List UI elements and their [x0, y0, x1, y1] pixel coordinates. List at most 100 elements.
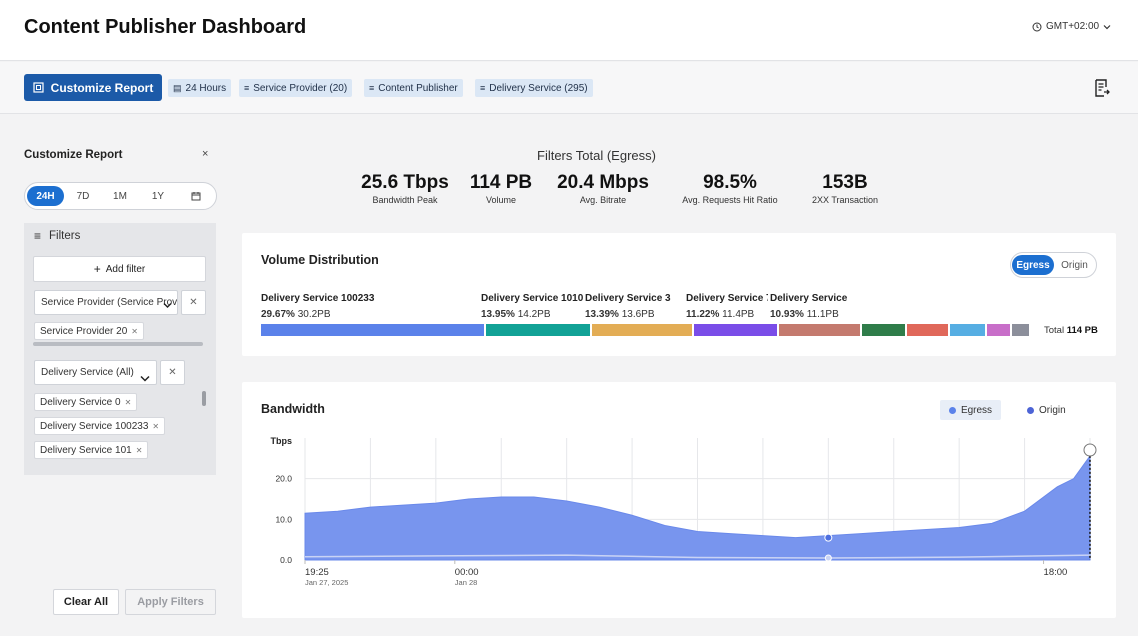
apply-filters-button[interactable]: Apply Filters	[125, 589, 216, 615]
segment-name: Delivery Service 7	[686, 293, 768, 304]
clear-all-button[interactable]: Clear All	[53, 589, 119, 615]
kpi-value: 25.6 Tbps	[361, 172, 449, 193]
page-title: Content Publisher Dashboard	[24, 16, 307, 38]
segment-value: 29.67% 30.2PB	[261, 309, 331, 320]
toggle-origin[interactable]: Origin	[1061, 259, 1088, 271]
close-icon[interactable]: ×	[202, 148, 209, 160]
service-provider-select[interactable]: Service Provider (Service Provid	[34, 290, 178, 315]
add-filter-button[interactable]: + Add filter	[33, 256, 206, 282]
kpi-2xx-transaction: 153B 2XX Transaction	[802, 172, 888, 205]
segment-pct: 11.22%	[686, 309, 720, 320]
close-icon[interactable]: ✕	[131, 326, 138, 336]
volume-total: Total 114 PB	[1044, 325, 1098, 336]
origin-marker	[824, 554, 832, 562]
tag-label: Delivery Service 0	[40, 396, 121, 408]
add-filter-label: Add filter	[105, 263, 146, 275]
range-1y[interactable]: 1Y	[151, 190, 165, 202]
segment-value: 10.93% 11.1PB	[770, 309, 839, 320]
volume-segment[interactable]	[949, 324, 985, 336]
export-report-icon[interactable]	[1094, 79, 1110, 97]
volume-segment[interactable]	[862, 324, 906, 336]
kpi-label: Volume	[485, 195, 517, 205]
range-24h[interactable]: 24H	[27, 186, 64, 206]
volume-segment[interactable]	[779, 324, 861, 336]
close-icon[interactable]: ✕	[152, 421, 160, 431]
volume-segment[interactable]	[986, 324, 1010, 336]
sidebar-title: Customize Report	[24, 149, 123, 161]
segment-name: Delivery Service 1	[770, 293, 850, 304]
close-icon[interactable]: ✕	[135, 445, 143, 455]
plus-icon: +	[93, 262, 101, 276]
volume-segment[interactable]	[261, 324, 485, 336]
delivery-service-select[interactable]: Delivery Service (All)	[34, 360, 157, 385]
close-icon[interactable]: ✕	[124, 397, 132, 407]
chip-service-provider[interactable]: ≡ Service Provider (20)	[239, 79, 353, 97]
customize-report-button[interactable]: Customize Report	[24, 74, 162, 101]
filters-header: ≡ Filters	[34, 229, 80, 243]
calendar-icon[interactable]	[186, 186, 206, 206]
volume-segment[interactable]	[592, 324, 693, 336]
remove-delivery-filter[interactable]: ✕	[160, 360, 185, 385]
chip-delivery-service[interactable]: ≡ Delivery Service (295)	[475, 79, 593, 97]
remove-provider-filter[interactable]: ✕	[181, 290, 206, 315]
toggle-egress[interactable]: Egress	[1012, 255, 1054, 275]
kpi-value: 20.4 Mbps	[557, 172, 649, 193]
filter-icon: ≡	[480, 83, 486, 93]
timezone-selector[interactable]: GMT+02:00	[1032, 21, 1111, 32]
segment-size: 13.6PB	[621, 309, 655, 320]
egress-area[interactable]	[304, 454, 1091, 561]
clock-icon	[1032, 22, 1042, 31]
chip-label: Service Provider (20)	[253, 82, 348, 94]
segment-value: 13.39% 13.6PB	[585, 309, 655, 320]
volume-segment[interactable]	[694, 324, 778, 336]
y-tick-label: 10.0	[275, 514, 292, 524]
timezone-label: GMT+02:00	[1046, 21, 1100, 32]
chip-content-publisher[interactable]: ≡ Content Publisher	[364, 79, 463, 97]
filter-icon: ≡	[244, 83, 250, 93]
chevron-down-icon	[1103, 24, 1111, 29]
x-tick-date: Jan 28	[455, 578, 478, 587]
vertical-scrollbar[interactable]	[202, 391, 206, 406]
range-7d[interactable]: 7D	[76, 190, 90, 202]
legend-label: Egress	[960, 404, 993, 416]
delivery-tag[interactable]: Delivery Service 100233 ✕	[34, 417, 166, 435]
kpi-bandwidth-peak: 25.6 Tbps Bandwidth Peak	[355, 172, 455, 205]
chip-time-range[interactable]: ▤ 24 Hours	[168, 79, 232, 97]
legend-egress[interactable]: Egress	[940, 400, 1001, 420]
close-icon: ✕	[189, 297, 198, 308]
egress-dot-icon	[948, 406, 956, 414]
volume-segment[interactable]	[907, 324, 948, 336]
x-tick-label: 19:25	[305, 567, 329, 578]
segment-size: 11.1PB	[806, 309, 839, 320]
volume-segment[interactable]	[1012, 324, 1029, 336]
origin-line[interactable]	[304, 554, 1091, 559]
kpi-label: Bandwidth Peak	[372, 195, 438, 205]
chevron-down-icon	[163, 296, 172, 314]
range-1m[interactable]: 1M	[113, 190, 127, 202]
filters-label: Filters	[49, 230, 81, 242]
delivery-tag[interactable]: Delivery Service 101 ✕	[34, 441, 149, 459]
tag-label: Delivery Service 100233	[40, 420, 149, 432]
horizontal-scrollbar[interactable]	[33, 342, 203, 346]
y-axis-label: Tbps	[271, 436, 293, 446]
provider-tag[interactable]: Service Provider 20 ✕	[34, 322, 144, 340]
y-tick-label: 20.0	[275, 474, 292, 484]
cursor-handle[interactable]	[1083, 443, 1097, 457]
legend-origin[interactable]: Origin	[1027, 400, 1066, 420]
bandwidth-card	[242, 382, 1116, 618]
segment-name: Delivery Service 10100	[481, 293, 583, 304]
kpi-label: Avg. Bitrate	[579, 195, 627, 205]
kpi-hit-ratio: 98.5% Avg. Requests Hit Ratio	[672, 172, 788, 205]
kpi-value: 153B	[822, 172, 868, 193]
chevron-down-icon	[140, 369, 150, 387]
tag-label: Delivery Service 101	[40, 444, 132, 456]
segment-size: 11.4PB	[722, 309, 755, 320]
volume-segment[interactable]	[486, 324, 591, 336]
tag-label: Service Provider 20	[40, 325, 128, 337]
chip-label: 24 Hours	[185, 82, 227, 94]
delivery-tag[interactable]: Delivery Service 0 ✕	[34, 393, 138, 411]
kpi-value: 98.5%	[703, 172, 757, 193]
origin-dot-icon	[1027, 406, 1034, 414]
segment-pct: 29.67%	[261, 309, 295, 320]
